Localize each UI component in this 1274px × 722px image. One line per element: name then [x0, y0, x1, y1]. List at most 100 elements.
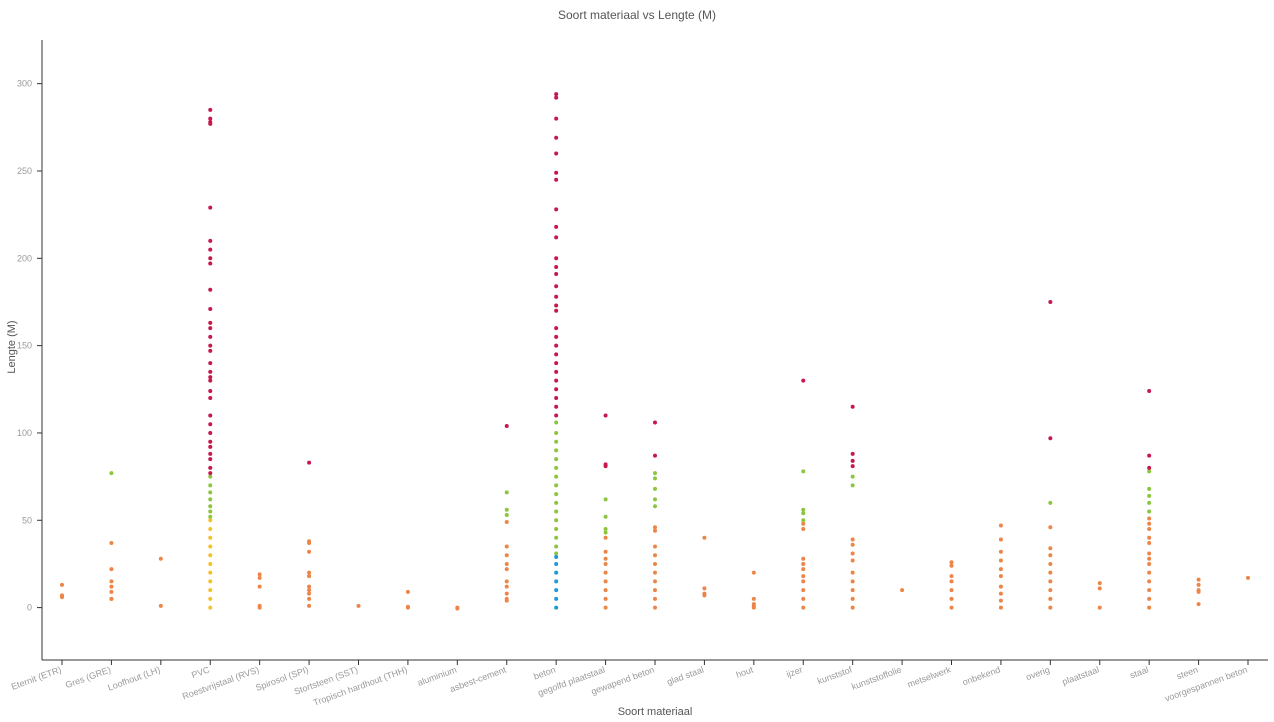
point — [554, 430, 559, 435]
point — [208, 474, 213, 479]
point — [554, 465, 559, 470]
point — [504, 507, 509, 512]
point — [1048, 579, 1053, 584]
point — [208, 361, 213, 366]
point — [554, 596, 559, 601]
point — [1196, 602, 1201, 607]
point — [1147, 465, 1152, 470]
point — [554, 92, 559, 97]
point — [554, 579, 559, 584]
point — [1196, 582, 1201, 587]
point — [208, 348, 213, 353]
point — [554, 135, 559, 140]
point — [109, 584, 114, 589]
x-tick-label: PVC — [190, 664, 211, 680]
point — [1196, 577, 1201, 582]
x-tick-label: asbest-cement — [449, 664, 508, 694]
point — [455, 606, 460, 611]
point — [554, 420, 559, 425]
point — [307, 603, 312, 608]
point — [504, 584, 509, 589]
point — [554, 457, 559, 462]
point — [208, 430, 213, 435]
point — [801, 511, 806, 516]
point — [504, 513, 509, 518]
point — [603, 514, 608, 519]
point — [208, 205, 213, 210]
point — [208, 287, 213, 292]
point — [653, 504, 657, 509]
point — [1048, 561, 1053, 566]
point — [850, 605, 855, 610]
x-tick-label: Loofhout (LH) — [106, 664, 161, 692]
point — [257, 584, 262, 589]
point — [1147, 521, 1152, 526]
point — [158, 556, 163, 561]
point — [850, 458, 855, 463]
point — [850, 474, 855, 479]
point — [257, 575, 262, 580]
point — [554, 413, 559, 418]
point — [554, 535, 559, 540]
point — [1048, 546, 1053, 551]
point — [554, 474, 559, 479]
point — [1147, 570, 1152, 575]
point — [208, 544, 213, 549]
point — [998, 537, 1003, 542]
point — [208, 389, 213, 394]
point — [504, 579, 509, 584]
point — [850, 570, 855, 575]
point — [801, 588, 806, 593]
point — [998, 567, 1003, 572]
point — [554, 439, 559, 444]
point — [801, 605, 806, 610]
point — [801, 521, 806, 526]
point — [554, 170, 559, 175]
point — [1048, 299, 1053, 304]
point — [801, 596, 806, 601]
x-tick-label: metselwerk — [906, 664, 953, 689]
x-axis-title: Soort materiaal — [618, 706, 693, 718]
point — [554, 369, 559, 374]
point — [208, 396, 213, 401]
point — [208, 504, 213, 509]
point — [554, 265, 559, 270]
point — [801, 561, 806, 566]
point — [949, 605, 954, 610]
y-tick-label: 50 — [22, 515, 32, 525]
point — [307, 549, 312, 554]
y-tick-label: 150 — [17, 341, 32, 351]
point — [603, 579, 608, 584]
point — [554, 326, 559, 331]
point — [850, 551, 855, 556]
point — [554, 343, 559, 348]
y-tick-label: 200 — [17, 253, 32, 263]
point — [702, 593, 707, 598]
point — [208, 247, 213, 252]
point — [208, 514, 213, 519]
point — [208, 451, 213, 456]
point — [653, 544, 657, 549]
point — [554, 527, 559, 532]
point — [702, 586, 707, 591]
point — [1147, 540, 1152, 545]
point — [1147, 605, 1152, 610]
point — [1048, 596, 1053, 601]
point — [554, 396, 559, 401]
x-tick-label: overig — [1025, 664, 1051, 682]
point — [554, 95, 559, 100]
point — [554, 308, 559, 313]
point — [554, 605, 559, 610]
x-tick-label: onbekend — [961, 664, 1002, 687]
point — [208, 306, 213, 311]
point — [554, 554, 559, 559]
point — [603, 605, 608, 610]
point — [554, 352, 559, 357]
point — [1147, 527, 1152, 532]
point — [603, 464, 608, 469]
point — [554, 561, 559, 566]
point — [109, 596, 114, 601]
point — [554, 272, 559, 277]
point — [554, 361, 559, 366]
